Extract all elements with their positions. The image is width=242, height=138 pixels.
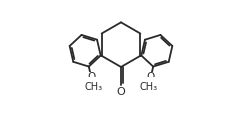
Text: O: O (117, 87, 125, 97)
Text: O: O (87, 72, 95, 82)
Text: CH₃: CH₃ (139, 82, 158, 92)
Text: CH₃: CH₃ (84, 82, 103, 92)
Text: O: O (147, 72, 155, 82)
